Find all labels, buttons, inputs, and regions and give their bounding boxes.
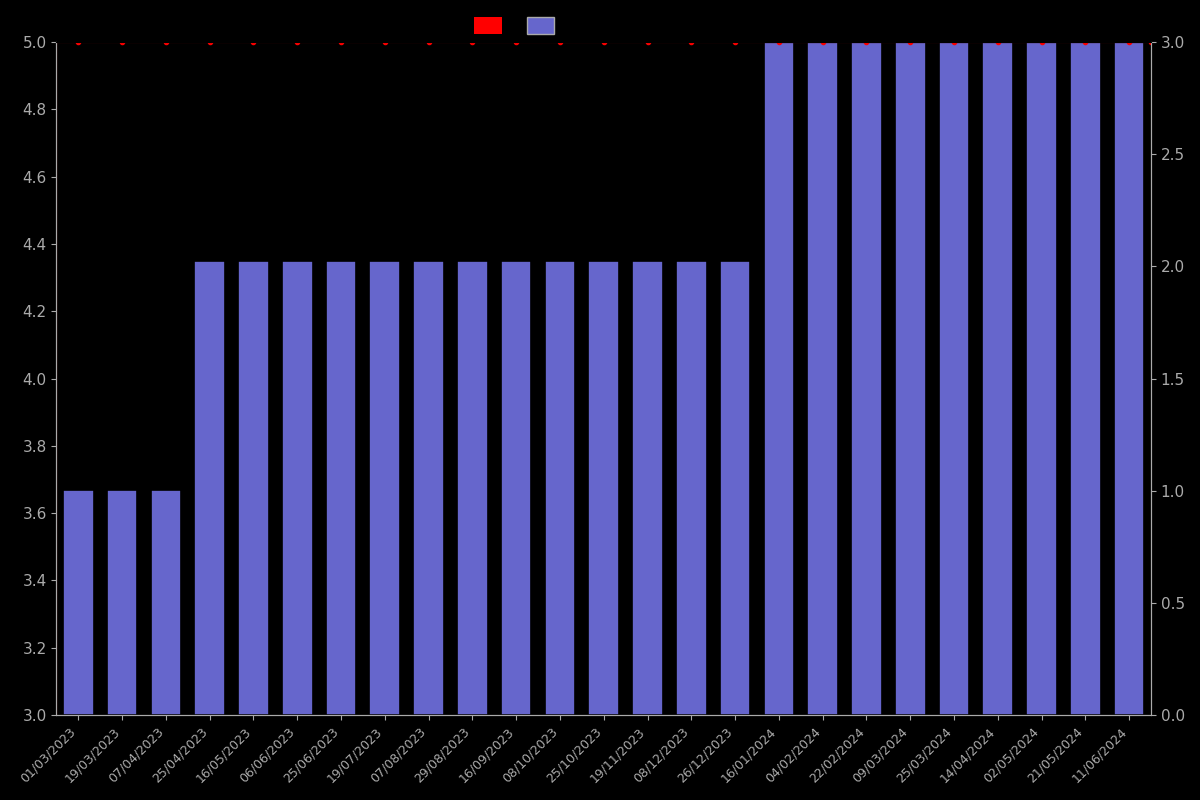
Bar — [62, 490, 94, 715]
Bar — [325, 261, 356, 715]
Bar — [1026, 42, 1057, 715]
Bar — [238, 261, 269, 715]
Bar — [500, 261, 532, 715]
Bar — [983, 42, 1013, 715]
Bar — [107, 490, 138, 715]
Bar — [588, 261, 619, 715]
Bar — [1114, 42, 1145, 715]
Bar — [150, 490, 181, 715]
Bar — [545, 261, 575, 715]
Bar — [720, 261, 750, 715]
Bar — [851, 42, 882, 715]
Bar — [1070, 42, 1100, 715]
Bar — [808, 42, 838, 715]
Bar — [938, 42, 970, 715]
Legend: , : , — [468, 12, 564, 40]
Bar — [370, 261, 400, 715]
Bar — [763, 42, 794, 715]
Bar — [194, 261, 224, 715]
Bar — [282, 261, 312, 715]
Bar — [632, 261, 662, 715]
Bar — [895, 42, 925, 715]
Bar — [413, 261, 444, 715]
Bar — [457, 261, 487, 715]
Bar — [676, 261, 707, 715]
